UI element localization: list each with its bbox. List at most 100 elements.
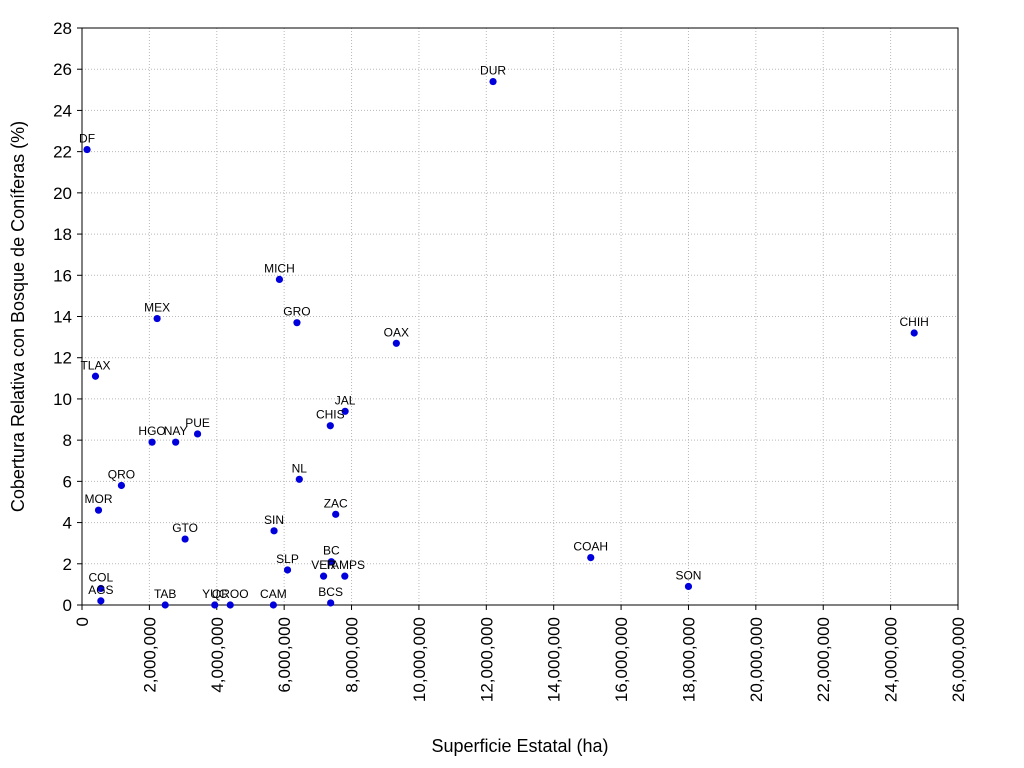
y-tick-label: 2 (63, 555, 72, 574)
data-point (295, 475, 303, 483)
data-point (117, 481, 126, 490)
data-point (327, 599, 335, 607)
data-point-label: COL (89, 571, 114, 585)
data-point (269, 601, 277, 609)
data-point-label: SIN (264, 513, 284, 527)
data-point (94, 506, 103, 514)
data-point-label: BC (323, 544, 340, 558)
y-tick-label: 22 (53, 143, 72, 162)
y-tick-label: 28 (53, 19, 72, 38)
x-tick-label: 20,000,000 (747, 617, 766, 702)
data-point-label: GRO (283, 305, 310, 319)
data-point (161, 601, 169, 609)
y-tick-label: 16 (53, 266, 72, 285)
data-point (293, 319, 301, 327)
data-point-label: MICH (264, 261, 295, 275)
data-point-label: COAH (573, 540, 608, 554)
y-tick-label: 6 (63, 472, 72, 491)
x-axis-title: Superficie Estatal (ha) (431, 736, 608, 756)
data-point (283, 566, 292, 574)
gridlines (82, 28, 958, 605)
data-point-label: DF (79, 132, 95, 146)
data-point-label: NAY (164, 424, 188, 438)
data-point-label: TAB (154, 587, 176, 601)
x-tick-label: 22,000,000 (814, 617, 833, 702)
data-point (148, 438, 156, 446)
data-point-label: YUC (202, 587, 228, 601)
x-tick-label: 6,000,000 (275, 617, 294, 693)
y-tick-label: 24 (53, 101, 72, 120)
data-point (341, 407, 349, 415)
data-point-label: PUE (185, 416, 210, 430)
y-tick-label: 18 (53, 225, 72, 244)
x-tick-label: 16,000,000 (612, 617, 631, 702)
y-tick-label: 14 (53, 308, 72, 327)
data-point (319, 572, 328, 580)
x-tick-label: 0 (73, 617, 92, 626)
data-point-label: AGS (88, 583, 113, 597)
data-point (341, 572, 349, 580)
x-tick-label: 10,000,000 (410, 617, 429, 702)
data-point (91, 372, 100, 380)
y-tick-label: 4 (63, 514, 72, 533)
data-point (97, 584, 105, 593)
data-point-label: NL (292, 461, 308, 475)
data-point (684, 582, 693, 591)
data-point (587, 554, 595, 562)
data-point (181, 535, 189, 543)
data-point (392, 339, 400, 347)
data-point-label: CHIS (316, 408, 345, 422)
data-point (270, 527, 278, 535)
x-tick-label: 26,000,000 (949, 617, 968, 702)
data-point-label: MOR (85, 492, 113, 506)
x-tick-label: 12,000,000 (477, 617, 496, 702)
y-tick-label: 0 (63, 596, 72, 615)
data-point (332, 510, 340, 518)
data-point (211, 601, 219, 609)
y-tick-label: 10 (53, 390, 72, 409)
data-point (326, 422, 334, 430)
data-point-label: TLAX (80, 358, 110, 372)
data-point-label: TAMPS (325, 558, 365, 572)
x-axis-ticks: 0 2,000,000 4,000,000 6,000,000 8,000,000 10,… (73, 605, 968, 702)
data-point-label: BCS (318, 585, 343, 599)
data-point-label: DUR (480, 64, 506, 78)
data-point (193, 430, 202, 438)
data-point-label: SON (675, 568, 701, 582)
y-axis-title: Cobertura Relativa con Bosque de Conífer… (8, 121, 28, 512)
x-tick-label: 14,000,000 (545, 617, 564, 702)
data-point-label: ZAC (324, 496, 348, 510)
x-tick-label: 18,000,000 (679, 617, 698, 702)
x-tick-label: 8,000,000 (343, 617, 362, 693)
data-point (327, 558, 335, 566)
x-tick-label: 4,000,000 (208, 617, 227, 693)
data-point-label: QRO (108, 467, 135, 481)
data-point-label: JAL (335, 393, 356, 407)
data-point (153, 314, 161, 323)
y-tick-label: 26 (53, 60, 72, 79)
data-point (910, 329, 918, 337)
y-tick-label: 20 (53, 184, 72, 203)
data-point-label: QROO (212, 587, 249, 601)
data-point-label: SLP (276, 552, 299, 566)
data-point (275, 275, 284, 284)
y-tick-label: 8 (63, 431, 72, 450)
data-point-label: CAM (260, 587, 287, 601)
data-point-label: HGO (138, 424, 165, 438)
data-point-label: MEX (144, 301, 170, 315)
data-point-label: OAX (384, 325, 409, 339)
data-point-label: CHIH (900, 315, 929, 329)
data-point (172, 438, 180, 446)
x-tick-label: 2,000,000 (140, 617, 159, 693)
data-point (489, 77, 497, 86)
y-tick-label: 12 (53, 349, 72, 368)
data-point-label: VER (311, 558, 336, 572)
data-point (83, 145, 91, 154)
x-tick-label: 24,000,000 (882, 617, 901, 702)
data-point (226, 601, 234, 609)
data-point-label: GTO (172, 521, 198, 535)
data-point (97, 597, 105, 605)
